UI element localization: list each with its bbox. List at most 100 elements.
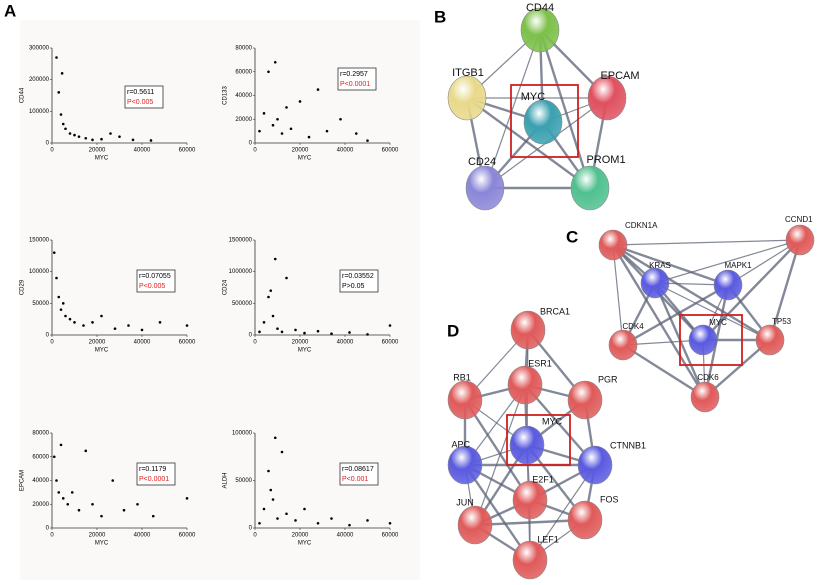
point: [60, 72, 64, 75]
point: [185, 497, 189, 500]
point: [271, 314, 275, 318]
x-axis-label: MYC: [298, 541, 312, 547]
x-tick-label: 60000: [382, 148, 399, 154]
x-tick-label: 0: [50, 533, 54, 539]
point: [294, 328, 297, 332]
point: [280, 450, 284, 454]
point: [84, 136, 88, 140]
stats-text: r=0.2957: [340, 71, 368, 78]
edge: [484, 29, 541, 189]
point: [262, 321, 266, 324]
point: [280, 330, 284, 334]
point: [307, 135, 311, 139]
y-tick-label: 100000: [232, 431, 253, 437]
stats-text: P<0.0001: [139, 476, 169, 483]
point: [285, 276, 288, 280]
node-label: TP53: [772, 317, 792, 326]
edge: [612, 244, 624, 346]
x-tick-label: 20000: [292, 148, 309, 154]
node-label: CDK4: [622, 322, 644, 331]
point: [73, 321, 76, 324]
node: [447, 75, 487, 121]
node: [465, 165, 505, 211]
x-tick-label: 40000: [337, 533, 354, 539]
point: [59, 443, 63, 447]
point: [185, 324, 189, 327]
y-tick-label: 0: [46, 526, 50, 532]
point: [267, 469, 270, 473]
edge: [654, 282, 771, 341]
node: [509, 425, 545, 465]
stats-text: r=0.08617: [342, 466, 374, 473]
stats-box: [339, 269, 379, 293]
stats-text: r=0.1179: [139, 466, 166, 473]
point: [316, 329, 320, 333]
point: [109, 132, 112, 135]
edge: [464, 464, 531, 561]
point: [273, 60, 277, 64]
node: [567, 500, 603, 540]
node-label: BRCA1: [540, 306, 570, 316]
stats-text: r=0.07055: [139, 273, 171, 280]
highlight-box: [506, 414, 571, 466]
panel-label: A: [4, 1, 16, 20]
y-tick-label: 50000: [32, 301, 49, 307]
point: [262, 112, 266, 115]
panel-a-bg: [20, 20, 420, 580]
node: [608, 329, 638, 361]
point: [118, 135, 121, 138]
point: [91, 138, 94, 142]
x-tick-label: 60000: [382, 533, 399, 539]
point: [366, 519, 369, 522]
x-axis-label: MYC: [298, 348, 312, 354]
y-tick-label: 60000: [32, 454, 49, 460]
point: [289, 127, 293, 131]
node: [523, 99, 563, 145]
point: [111, 479, 115, 482]
point: [100, 314, 103, 318]
stats-text: r=0.5611: [127, 89, 154, 96]
x-tick-label: 40000: [134, 340, 151, 346]
x-tick-label: 0: [253, 148, 257, 154]
x-tick-label: 40000: [337, 340, 354, 346]
point: [140, 328, 144, 332]
point: [66, 502, 70, 506]
node: [512, 480, 548, 520]
node: [520, 7, 560, 53]
node-label: FOS: [600, 494, 619, 504]
x-axis-label: MYC: [95, 348, 109, 354]
stats-text: P<0.005: [127, 99, 153, 106]
point: [77, 508, 81, 512]
node-label: MAPK1: [724, 261, 752, 270]
point: [59, 113, 63, 116]
point: [330, 517, 333, 520]
point: [330, 332, 333, 336]
point: [77, 135, 81, 138]
panel-label: D: [447, 321, 459, 340]
point: [127, 324, 130, 327]
x-tick-label: 20000: [292, 533, 309, 539]
y-tick-label: 0: [46, 333, 50, 339]
point: [316, 521, 320, 525]
x-tick-label: 40000: [337, 148, 354, 154]
node-label: MYC: [709, 318, 727, 327]
point: [273, 257, 277, 261]
point: [298, 100, 302, 103]
node: [510, 310, 546, 350]
point: [269, 289, 273, 292]
y-tick-label: 60000: [235, 69, 252, 75]
edge: [474, 384, 526, 526]
point: [280, 132, 284, 135]
node: [640, 267, 670, 299]
y-tick-label: 1000000: [229, 269, 253, 275]
point: [316, 88, 320, 91]
x-axis-label: MYC: [95, 156, 109, 162]
point: [366, 333, 369, 336]
x-tick-label: 60000: [179, 148, 196, 154]
point: [388, 324, 392, 327]
point: [303, 331, 306, 335]
x-tick-label: 0: [253, 533, 257, 539]
point: [258, 129, 261, 133]
stats-text: P>0.05: [342, 283, 364, 290]
edge: [768, 239, 802, 341]
